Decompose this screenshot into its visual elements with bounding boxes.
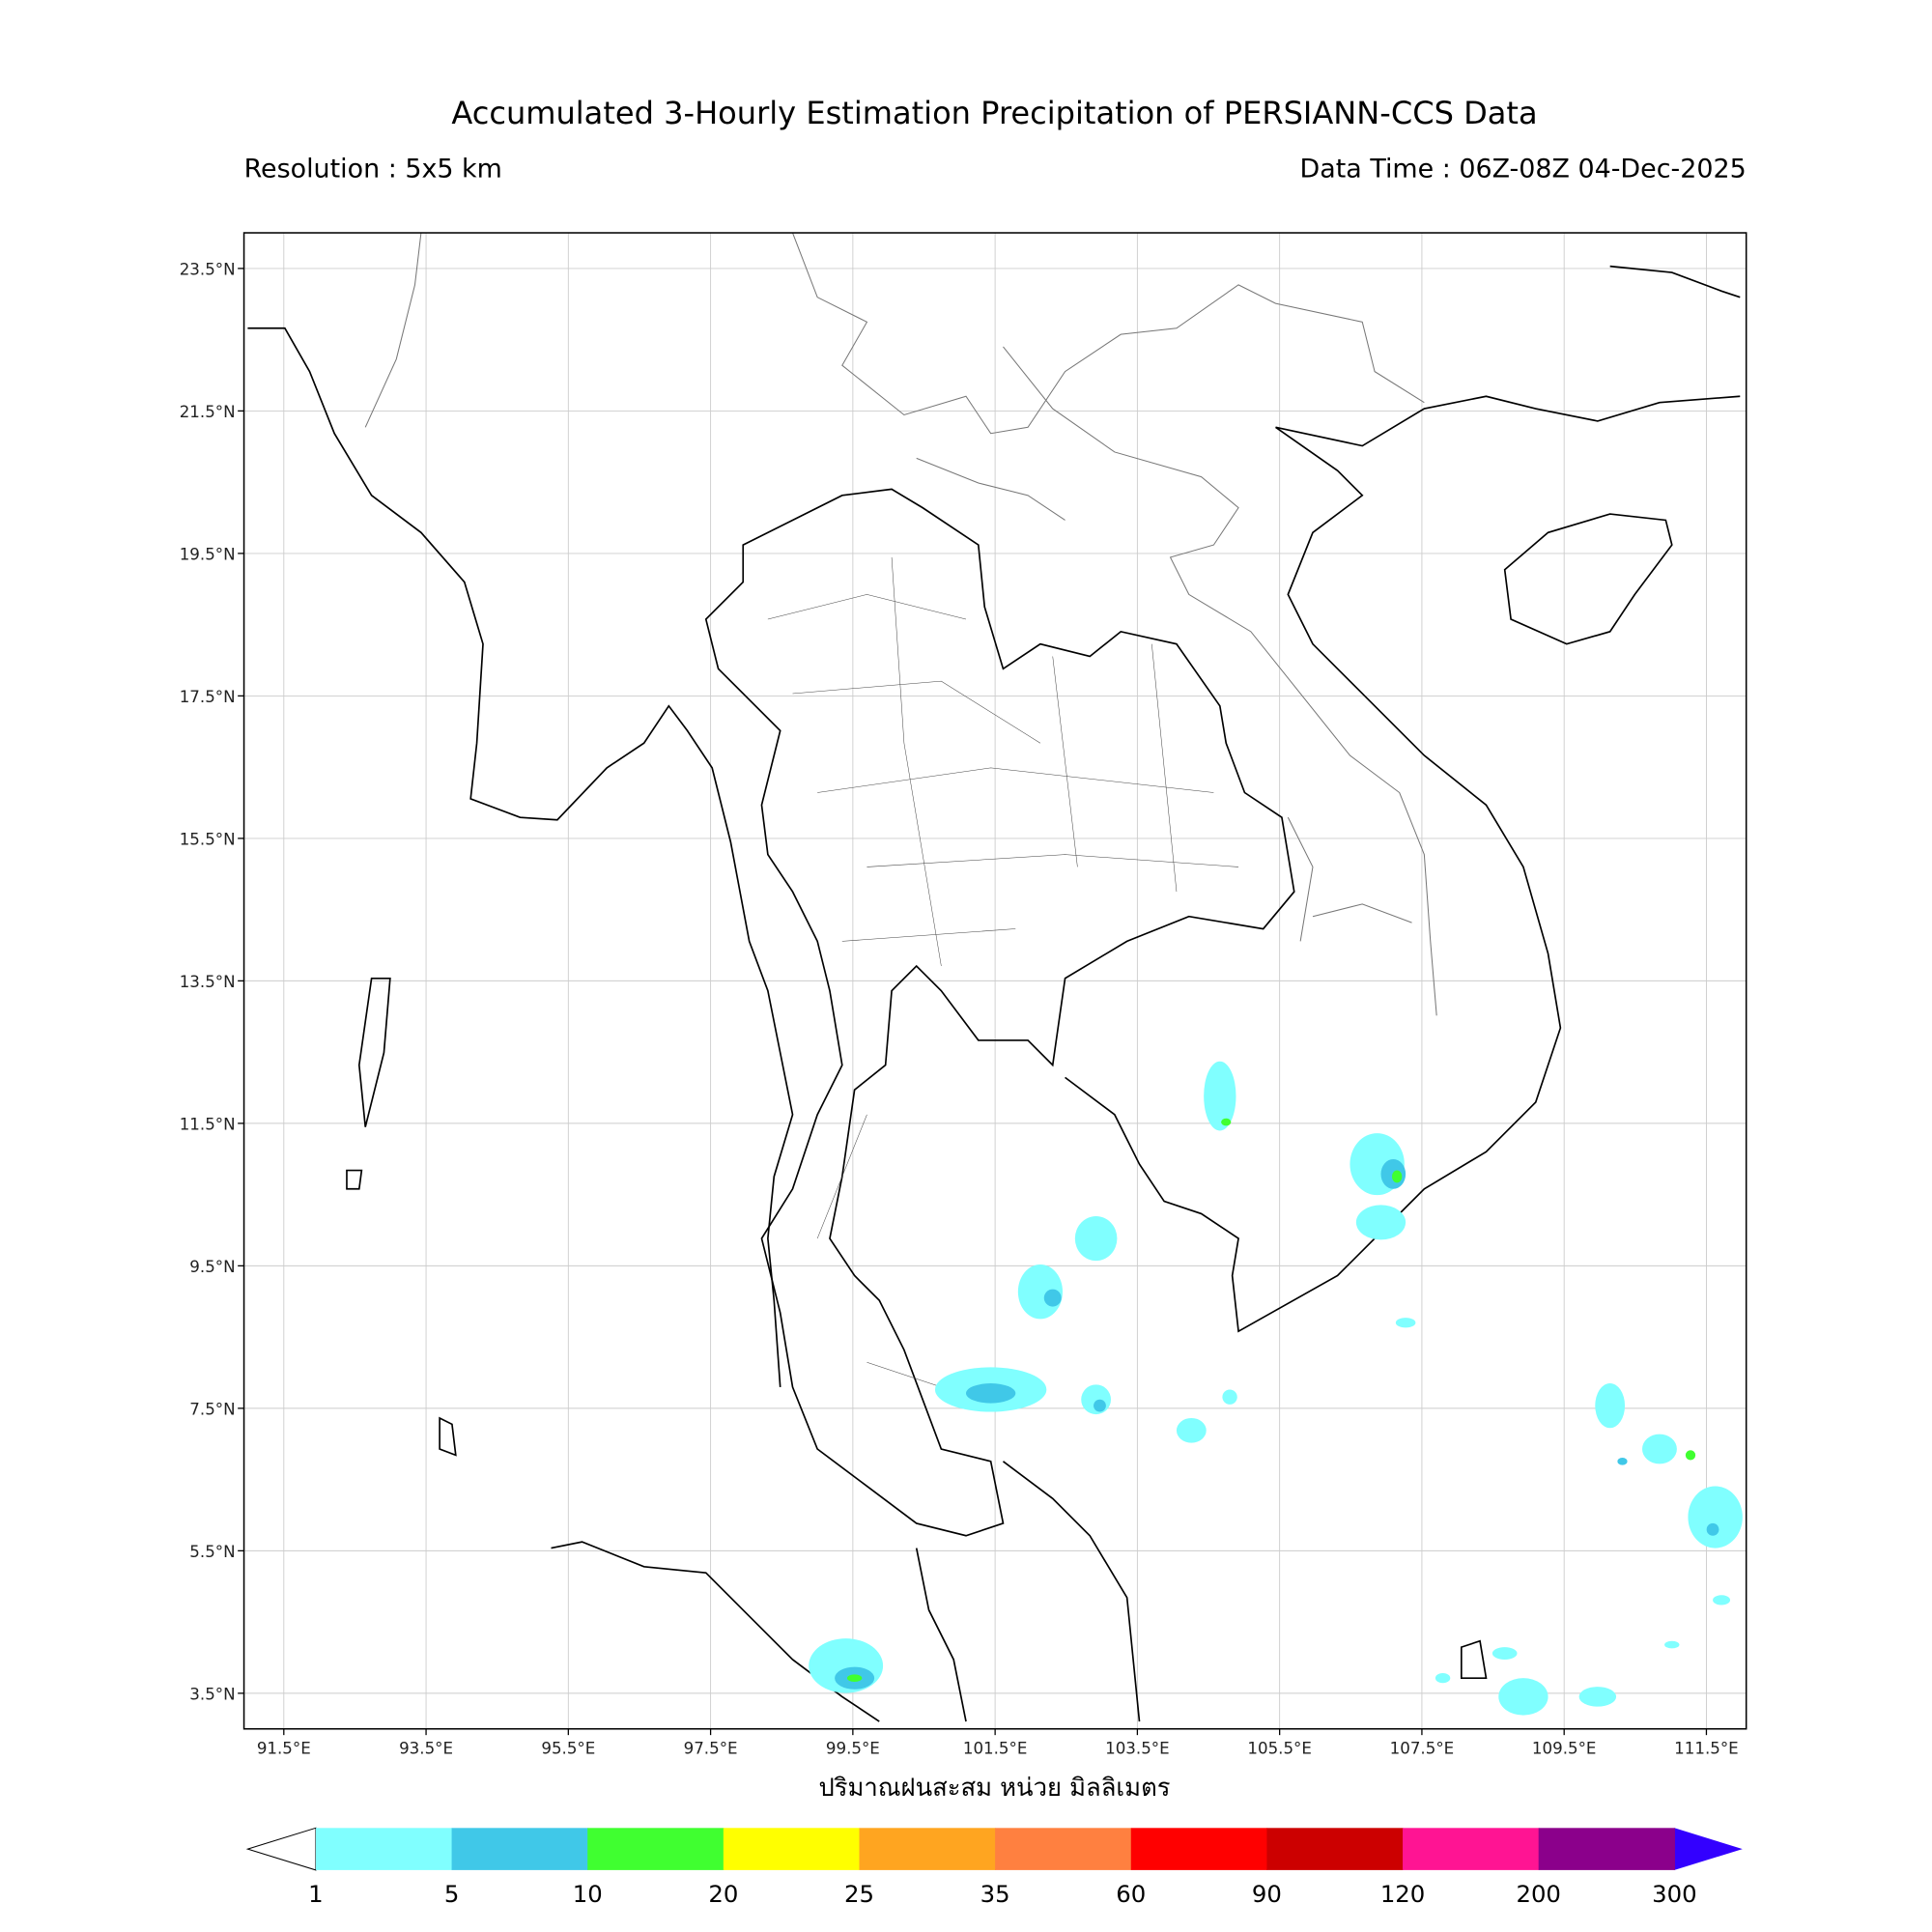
- y-tick-label: 9.5°N: [189, 1258, 235, 1276]
- colorbar-under: [245, 1827, 317, 1871]
- y-tick-label: 11.5°N: [180, 1115, 236, 1133]
- colorbar-segment: [995, 1828, 1132, 1870]
- y-tick-label: 15.5°N: [180, 830, 236, 848]
- y-tick-label: 3.5°N: [189, 1685, 235, 1703]
- resolution: Resolution : 5x5 km: [244, 154, 502, 184]
- colorbar-tick-label: 300: [1652, 1880, 1696, 1908]
- colorbar-tick-label: 20: [708, 1880, 738, 1908]
- x-tick-label: 105.5°E: [1247, 1739, 1312, 1757]
- x-tick-label: 93.5°E: [399, 1739, 453, 1757]
- y-tick-label: 5.5°N: [189, 1543, 235, 1561]
- colorbar-tick-label: 90: [1252, 1880, 1282, 1908]
- y-tick-label: 13.5°N: [180, 973, 236, 991]
- colorbar: 1 5 10 20 25 35 60 90 120 200 300: [245, 1827, 1743, 1908]
- x-tick-label: 103.5°E: [1105, 1739, 1170, 1757]
- colorbar-over: [1674, 1828, 1743, 1870]
- colorbar-segment: [1538, 1828, 1675, 1870]
- title: Accumulated 3-Hourly Estimation Precipit…: [451, 95, 1537, 131]
- colorbar-tick-label: 25: [844, 1880, 874, 1908]
- colorbar-segment: [1130, 1828, 1268, 1870]
- precipitation: [809, 1061, 1743, 1716]
- grid: [243, 233, 1747, 1729]
- colorbar-tick-label: 60: [1116, 1880, 1146, 1908]
- colorbar-tick-label: 120: [1380, 1880, 1425, 1908]
- colorbar-segment: [315, 1828, 453, 1870]
- coastlines: [247, 265, 1741, 1722]
- colorbar-label: ปริมาณฝนสะสม หน่วย มิลลิเมตร: [818, 1774, 1170, 1803]
- colorbar-segment: [859, 1828, 996, 1870]
- colorbar-segment: [1266, 1828, 1404, 1870]
- y-tick-label: 17.5°N: [180, 688, 236, 706]
- y-tick-label: 23.5°N: [180, 260, 236, 278]
- colorbar-segment: [587, 1828, 724, 1870]
- x-tick-label: 107.5°E: [1390, 1739, 1455, 1757]
- country-borders: [364, 232, 1437, 1016]
- x-tick-label: 101.5°E: [963, 1739, 1028, 1757]
- colorbar-tick-label: 5: [444, 1880, 460, 1908]
- colorbar-segment: [723, 1828, 861, 1870]
- colorbar-tick-label: 1: [308, 1880, 324, 1908]
- x-tick-label: 111.5°E: [1674, 1739, 1739, 1757]
- colorbar-segment: [451, 1828, 588, 1870]
- y-tick-label: 19.5°N: [180, 545, 236, 563]
- x-tick-label: 97.5°E: [684, 1739, 738, 1757]
- colorbar-tick-label: 200: [1516, 1880, 1560, 1908]
- y-tick-label: 21.5°N: [180, 403, 236, 421]
- x-tick-label: 99.5°E: [826, 1739, 880, 1757]
- colorbar-tick-label: 10: [573, 1880, 603, 1908]
- colorbar-segment: [1403, 1828, 1540, 1870]
- y-tick-label: 7.5°N: [189, 1400, 235, 1418]
- x-tick-label: 91.5°E: [257, 1739, 311, 1757]
- x-tick-label: 95.5°E: [541, 1739, 595, 1757]
- data-time: Data Time : 06Z-08Z 04-Dec-2025: [1300, 154, 1747, 184]
- colorbar-tick-label: 35: [980, 1880, 1010, 1908]
- x-tick-label: 109.5°E: [1532, 1739, 1597, 1757]
